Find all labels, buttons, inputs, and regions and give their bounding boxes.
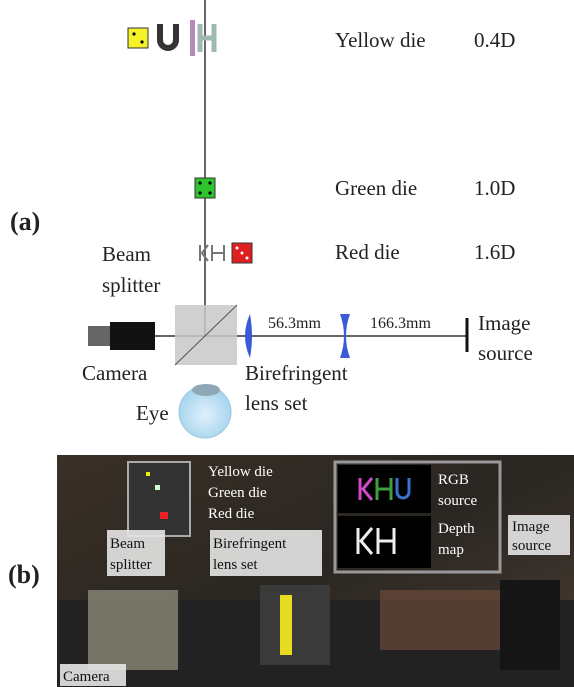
label: Camera xyxy=(82,361,148,385)
label: Red die xyxy=(208,506,255,522)
label: 0.4D xyxy=(474,28,515,52)
label: Red die xyxy=(335,240,400,264)
label: map xyxy=(438,542,464,558)
label: 166.3mm xyxy=(370,315,431,332)
label: Green die xyxy=(208,485,267,501)
label: source xyxy=(512,538,551,554)
label: Beam xyxy=(102,242,151,266)
label: splitter xyxy=(102,273,160,297)
label: source xyxy=(438,493,477,509)
label: lens set xyxy=(213,557,258,573)
label: Green die xyxy=(335,176,417,200)
label: Image xyxy=(478,311,530,335)
label: Yellow die xyxy=(208,464,273,480)
label: Depth xyxy=(438,521,475,537)
label: RGB xyxy=(438,472,469,488)
label: Eye xyxy=(136,401,169,425)
label: Camera xyxy=(63,669,110,685)
label: 1.0D xyxy=(474,176,515,200)
figure: (a) Yellow die 0.4D Green die 1.0D Red d… xyxy=(0,0,574,687)
label: Birefringent xyxy=(245,361,348,385)
label: Image xyxy=(512,519,550,535)
panel-a-labels: (a) Yellow die 0.4D Green die 1.0D Red d… xyxy=(10,28,533,425)
label: Birefringent xyxy=(213,536,287,552)
label: lens set xyxy=(245,391,308,415)
label: splitter xyxy=(110,557,152,573)
label: Yellow die xyxy=(335,28,426,52)
label: 56.3mm xyxy=(268,315,321,332)
label: 1.6D xyxy=(474,240,515,264)
label: source xyxy=(478,341,533,365)
panel-label: (b) xyxy=(8,560,40,589)
label: Beam xyxy=(110,536,145,552)
panel-label: (a) xyxy=(10,207,40,236)
